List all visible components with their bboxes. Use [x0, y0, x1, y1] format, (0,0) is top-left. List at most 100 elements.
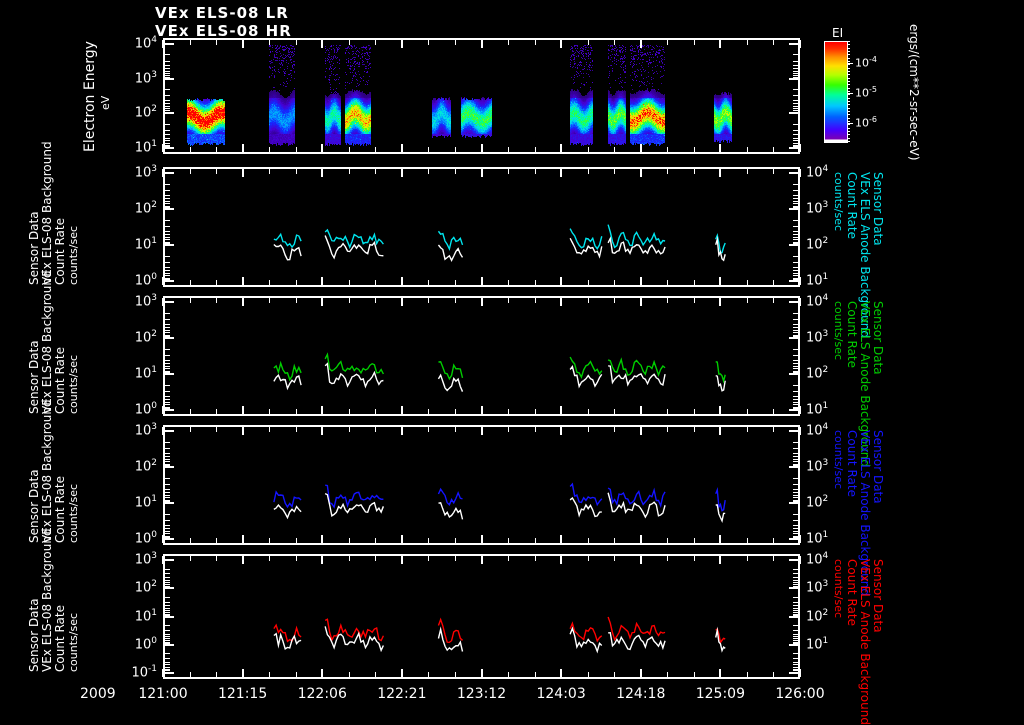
colorbar-minor-tick [846, 81, 850, 82]
x-minor-tick [746, 409, 748, 414]
x-minor-tick [269, 672, 271, 677]
colorbar-tick [846, 123, 853, 124]
y-minor-tick [793, 408, 798, 410]
x-minor-tick [508, 427, 510, 432]
y-major-tick [165, 172, 174, 174]
y-axis-tick-label-right: 104 [806, 293, 829, 310]
y-minor-tick [793, 144, 798, 146]
x-minor-tick [428, 556, 430, 561]
caption-line: counts/sec [832, 301, 845, 361]
y-minor-tick [793, 255, 798, 257]
x-minor-tick [746, 298, 748, 303]
y-axis-tick-label-right: 101 [806, 401, 829, 418]
caption-line: VEx ELS-08 Background [40, 528, 54, 672]
y-minor-tick [793, 95, 798, 97]
x-minor-tick [773, 427, 775, 432]
x-minor-tick [614, 672, 616, 677]
colorbar-minor-tick [846, 51, 850, 52]
y-minor-tick [165, 230, 170, 232]
x-major-tick [400, 169, 403, 177]
x-minor-tick [773, 672, 775, 677]
x-major-tick [400, 144, 403, 152]
caption-line: counts/sec [67, 225, 80, 285]
caption-line: VEx ELS-08 Background [40, 399, 54, 543]
colorbar-minor-tick [846, 87, 850, 89]
x-minor-tick [667, 147, 669, 152]
y-minor-tick [793, 573, 798, 575]
y-minor-tick [793, 64, 798, 66]
y-major-tick [165, 538, 174, 540]
y-axis-tick-label: 100 [134, 272, 157, 289]
colorbar-tick [846, 63, 853, 64]
y-axis-tick-label: 101 [134, 607, 157, 624]
y-axis-tick-label: 103 [134, 293, 157, 310]
y-axis-tick-label: 10-1 [131, 664, 157, 681]
x-minor-tick [746, 538, 748, 543]
caption-line: counts/sec [67, 483, 80, 543]
colorbar-minor-tick [846, 71, 850, 72]
caption-line: Sensor Data [871, 172, 885, 246]
y-minor-tick [793, 330, 798, 331]
x-minor-tick [348, 409, 350, 414]
caption-line: Sensor Data [871, 301, 885, 375]
x-major-tick [241, 40, 244, 48]
x-major-tick [799, 556, 801, 564]
x-minor-tick [428, 672, 430, 677]
y-minor-tick [793, 535, 798, 537]
y-minor-tick [165, 573, 170, 575]
y-axis-tick-label: 101 [134, 494, 157, 511]
y-minor-tick [793, 461, 798, 463]
y-minor-tick [165, 60, 170, 62]
y-minor-tick [793, 359, 798, 361]
x-minor-tick [189, 556, 191, 561]
x-minor-tick [295, 538, 297, 543]
y-minor-tick [165, 64, 170, 66]
x-axis-tick-label: 121:15 [217, 686, 268, 702]
y-major-tick [789, 301, 798, 303]
y-minor-tick [165, 363, 170, 365]
x-major-tick [400, 556, 403, 564]
x-major-tick [719, 169, 722, 177]
y-minor-tick [165, 70, 170, 72]
x-minor-tick [189, 280, 191, 285]
x-minor-tick [693, 169, 695, 174]
x-major-tick [400, 40, 403, 48]
y-minor-tick [165, 605, 170, 607]
y-major-tick [165, 559, 174, 561]
x-major-tick [241, 556, 244, 564]
y-minor-tick [165, 596, 170, 598]
y-axis-tick-label-right: 103 [806, 200, 829, 217]
x-major-tick [639, 406, 642, 414]
y-minor-tick [793, 243, 798, 245]
y-minor-tick [165, 664, 170, 666]
x-major-tick [241, 427, 244, 435]
colorbar-minor-tick [846, 121, 850, 122]
colorbar-minor-tick [846, 64, 850, 66]
x-minor-tick [189, 427, 191, 432]
y-major-tick [165, 112, 174, 115]
y-major-tick [789, 466, 798, 468]
x-minor-tick [667, 672, 669, 677]
y-axis-tick-label: 101 [134, 139, 157, 156]
x-minor-tick [348, 427, 350, 432]
x-minor-tick [614, 169, 616, 174]
x-major-tick [639, 144, 642, 152]
y-minor-tick [165, 111, 170, 113]
y-major-tick [165, 77, 174, 80]
y-minor-tick [793, 463, 798, 465]
x-minor-tick [189, 169, 191, 174]
x-minor-tick [189, 672, 191, 677]
anode-1-right-caption: Sensor Data [871, 172, 885, 246]
x-major-tick [321, 427, 324, 435]
x-minor-tick [375, 427, 377, 432]
x-minor-tick [348, 280, 350, 285]
colorbar-minor-tick [846, 41, 850, 42]
x-minor-tick [508, 280, 510, 285]
colorbar-minor-tick [846, 84, 850, 86]
x-minor-tick [534, 298, 536, 303]
y-minor-tick [793, 105, 798, 107]
x-major-tick [719, 669, 722, 677]
y-minor-tick [165, 537, 170, 539]
y-minor-tick [793, 99, 798, 101]
y-minor-tick [165, 241, 170, 243]
